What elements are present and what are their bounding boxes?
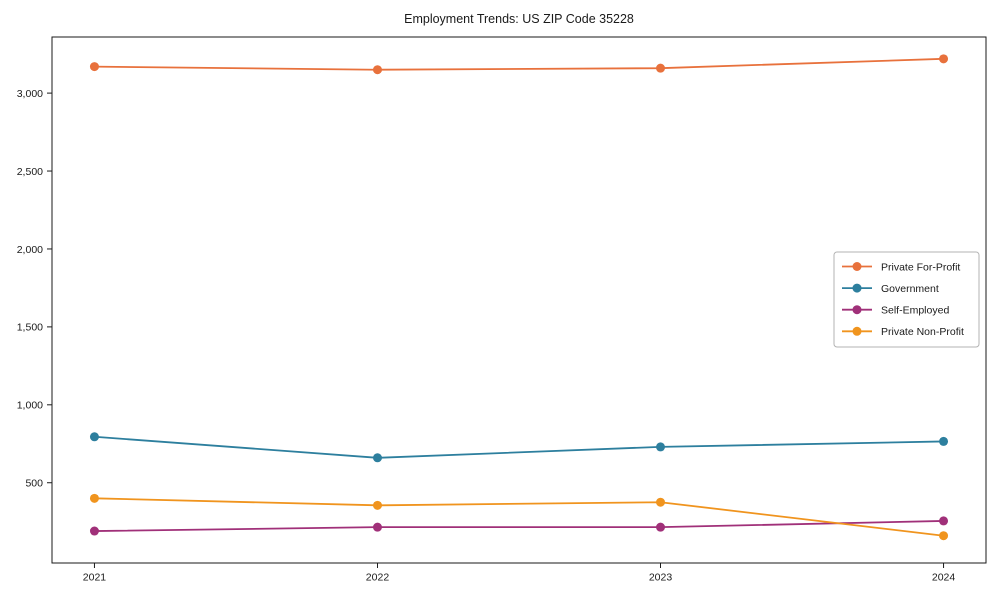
legend-item-government: Government [842,283,939,295]
y-axis-tick-label: 1,500 [17,322,43,334]
y-axis-tick-label: 1,000 [17,400,43,412]
series-line-self-employed [94,520,944,532]
data-point-self-employed-2024 [939,516,949,526]
y-axis-tick-label: 2,500 [17,166,43,178]
data-point-government-2023 [656,442,666,452]
data-point-private-for-profit-2021 [89,62,99,72]
data-point-government-2022 [372,453,382,463]
y-axis-tick-label: 3,000 [17,88,43,100]
data-point-private-for-profit-2023 [656,63,666,73]
legend-box [833,251,980,348]
y-axis-tick-label: 500 [25,478,43,490]
x-axis-tick-label: 2024 [932,572,956,584]
series-line-private-for-profit [94,57,944,71]
legend-item-self-employed: Self-Employed [842,305,949,317]
x-axis-tick-label: 2023 [649,572,673,584]
data-point-private-non-profit-2023 [656,497,666,507]
data-point-private-non-profit-2024 [939,531,949,541]
legend-swatch-marker-icon [852,326,862,336]
chart-title: Employment Trends: US ZIP Code 35228 [404,12,634,26]
legend-swatch-marker-icon [852,283,862,293]
data-point-private-for-profit-2022 [372,65,382,75]
data-point-self-employed-2023 [656,522,666,532]
series-line-private-non-profit [94,497,944,537]
x-axis-tick-label: 2021 [83,572,107,584]
data-point-government-2021 [89,432,99,442]
data-point-private-for-profit-2024 [939,54,949,64]
data-point-self-employed-2021 [89,526,99,536]
legend-label: Self-Employed [881,305,949,317]
data-point-self-employed-2022 [372,522,382,532]
series-line-government [94,435,944,459]
legend-label: Private Non-Profit [881,326,964,338]
legend: Private For-Profit Government Self-Employe… [833,251,980,348]
legend-label: Private For-Profit [881,261,960,273]
legend-item-private-for-profit: Private For-Profit [842,261,960,273]
legend-swatch-marker-icon [852,305,862,315]
x-axis-tick-label: 2022 [366,572,390,584]
plot-area: 500 1,000 1,500 2,000 2,500 3,000 2021 2022 2023… [17,36,987,584]
plot-frame [51,36,987,564]
y-axis-tick-label: 2,000 [17,244,43,256]
data-point-private-non-profit-2021 [89,493,99,503]
legend-swatch-marker-icon [852,262,862,271]
legend-item-private-non-profit: Private Non-Profit [842,326,964,338]
data-point-government-2024 [939,436,949,446]
data-point-private-non-profit-2022 [372,500,382,510]
legend-label: Government [881,283,939,295]
